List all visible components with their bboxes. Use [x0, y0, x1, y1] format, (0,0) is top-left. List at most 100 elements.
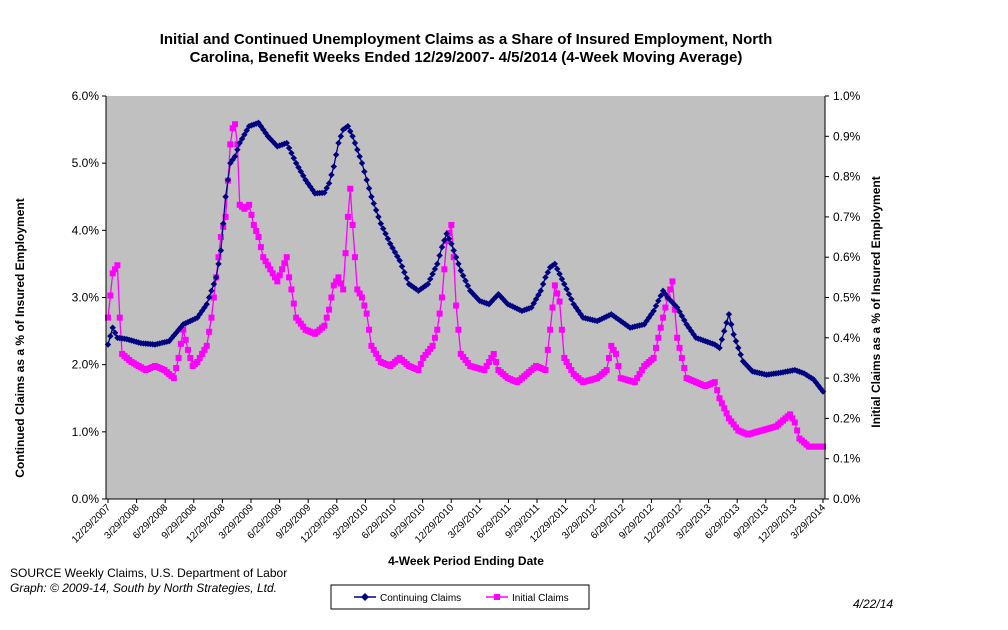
- right-tick-label: 0.2%: [833, 411, 861, 425]
- initial-point: [415, 367, 422, 374]
- legend-continuing-label: Continuing Claims: [380, 593, 461, 604]
- continuing-point: [746, 365, 754, 373]
- continuing-point: [681, 316, 688, 324]
- initial-point: [558, 326, 565, 333]
- initial-point: [464, 359, 471, 366]
- continuing-point: [283, 139, 290, 147]
- initial-point: [657, 324, 664, 331]
- continuing-point: [205, 294, 213, 301]
- continuing-point: [212, 274, 220, 281]
- continuing-point: [351, 139, 359, 147]
- initial-point: [210, 294, 217, 301]
- initial-point: [669, 278, 676, 285]
- continuing-point: [375, 213, 382, 221]
- initial-point: [333, 278, 340, 285]
- initial-point: [662, 304, 669, 311]
- initial-point: [187, 354, 194, 361]
- continuing-point: [328, 171, 335, 179]
- graph-credit: Graph: © 2009-14, South by North Strateg…: [10, 581, 277, 595]
- initial-point: [422, 351, 429, 358]
- initial-point: [721, 405, 728, 412]
- initial-point: [368, 342, 375, 349]
- right-axis-ticks: 0.0% 0.1% 0.2% 0.3% 0.4% 0.5% 0.6% 0.7% 0.8% 0.9%…: [825, 89, 861, 506]
- continuing-point: [361, 168, 368, 175]
- initial-point: [716, 395, 723, 402]
- continuing-point: [575, 307, 582, 315]
- continuing-point: [554, 265, 561, 273]
- right-tick-label: 0.4%: [833, 331, 861, 345]
- initial-point: [732, 424, 739, 431]
- initial-point: [563, 358, 570, 365]
- plot-area: [106, 96, 825, 499]
- continuing-point: [739, 358, 747, 365]
- initial-point: [436, 310, 443, 317]
- initial-point: [297, 320, 304, 327]
- continuing-point: [721, 327, 728, 335]
- continuing-point: [725, 311, 733, 318]
- continuing-point: [594, 317, 601, 325]
- initial-point: [170, 375, 177, 382]
- initial-point: [281, 260, 288, 267]
- initial-point: [196, 354, 203, 361]
- continuing-point: [676, 308, 683, 315]
- continuing-point: [243, 127, 250, 134]
- continuing-point: [650, 307, 657, 315]
- continuing-point: [544, 269, 552, 276]
- initial-point: [603, 367, 610, 374]
- continuing-point: [808, 374, 815, 382]
- initial-point: [441, 266, 448, 273]
- initial-point: [789, 415, 796, 422]
- continuing-point: [335, 139, 342, 147]
- continuing-point: [436, 252, 443, 259]
- initial-point: [253, 228, 260, 235]
- initial-point: [328, 294, 335, 301]
- continuing-point: [563, 285, 570, 293]
- continuing-point: [215, 260, 222, 268]
- continuing-point: [445, 235, 453, 242]
- continuing-point: [427, 275, 434, 283]
- right-tick-label: 0.8%: [833, 170, 861, 184]
- initial-point: [203, 342, 210, 349]
- initial-point: [561, 354, 568, 361]
- initial-point: [354, 286, 361, 293]
- initial-point: [105, 314, 111, 321]
- continuing-point: [349, 133, 356, 140]
- continuing-point: [605, 312, 613, 319]
- initial-point: [260, 254, 267, 261]
- initial-point: [556, 298, 563, 305]
- continuing-point: [652, 302, 660, 310]
- right-axis-title: Initial Claims as a % of Insured Employm…: [869, 176, 883, 427]
- initial-point: [114, 262, 121, 269]
- continuing-point: [655, 297, 662, 305]
- continuing-point: [645, 314, 653, 321]
- left-axis-ticks: 0.0% 1.0% 2.0% 3.0% 4.0% 5.0% 6.0%: [72, 89, 106, 506]
- initial-point: [613, 350, 620, 357]
- continuing-point: [344, 123, 352, 130]
- continuing-point: [224, 176, 232, 184]
- initial-point: [255, 234, 262, 241]
- continuing-point: [391, 248, 399, 256]
- continuing-point: [459, 272, 467, 279]
- initial-point: [363, 310, 370, 317]
- initial-point: [667, 286, 674, 293]
- x-axis-title: 4-Week Period Ending Date: [388, 554, 544, 568]
- right-tick-label: 0.7%: [833, 210, 861, 224]
- continuing-point: [295, 164, 302, 171]
- legend-continuing-marker: [361, 593, 369, 601]
- initial-point: [718, 400, 725, 407]
- initial-point: [714, 387, 721, 394]
- initial-point: [347, 185, 354, 192]
- continuing-point: [292, 159, 300, 167]
- continuing-point: [358, 159, 366, 167]
- continuing-point: [598, 315, 606, 322]
- continuing-point: [568, 295, 575, 303]
- initial-point: [356, 290, 363, 297]
- initial-point: [182, 336, 189, 343]
- continuing-point: [217, 247, 225, 254]
- initial-point: [250, 221, 257, 228]
- initial-point: [711, 379, 718, 386]
- initial-point: [349, 221, 356, 228]
- initial-point: [551, 282, 558, 289]
- initial-point: [180, 326, 187, 333]
